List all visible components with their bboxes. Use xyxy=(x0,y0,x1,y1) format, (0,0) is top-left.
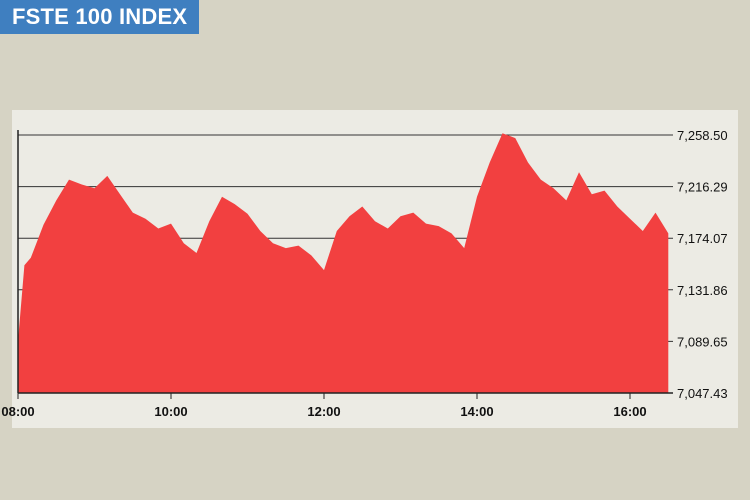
y-tick-label: 7,131.86 xyxy=(677,283,728,298)
chart-title: FSTE 100 INDEX xyxy=(0,0,200,34)
x-ticks xyxy=(17,393,631,399)
y-tick-label: 7,047.43 xyxy=(677,386,728,401)
area-series xyxy=(18,133,669,393)
x-tick-label: 14:00 xyxy=(460,404,493,419)
y-tick-label: 7,089.65 xyxy=(677,334,728,349)
x-tick-label: 08:00 xyxy=(1,404,34,419)
x-tick-labels: 08:00 10:00 12:00 14:00 16:00 xyxy=(1,404,646,419)
y-tick-labels: 7,258.50 7,216.29 7,174.07 7,131.86 7,089.65… xyxy=(677,128,728,401)
x-tick-label: 16:00 xyxy=(613,404,646,419)
x-tick-label: 12:00 xyxy=(307,404,340,419)
y-tick-label: 7,216.29 xyxy=(677,180,728,195)
y-tick-label: 7,174.07 xyxy=(677,231,728,246)
y-tick-label: 7,258.50 xyxy=(677,128,728,143)
x-tick-label: 10:00 xyxy=(154,404,187,419)
